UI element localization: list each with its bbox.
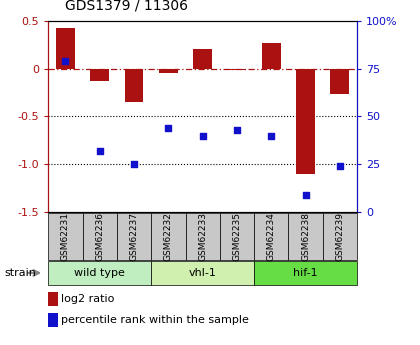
Text: strain: strain xyxy=(4,268,36,278)
Bar xyxy=(323,213,357,260)
Point xyxy=(200,133,206,138)
Point xyxy=(62,58,69,64)
Point xyxy=(302,192,309,198)
Bar xyxy=(220,213,254,260)
Text: GSM62233: GSM62233 xyxy=(198,212,207,261)
Point xyxy=(336,164,343,169)
Bar xyxy=(159,69,178,73)
Text: vhl-1: vhl-1 xyxy=(189,268,217,278)
Bar xyxy=(262,43,281,69)
Text: GSM62234: GSM62234 xyxy=(267,212,276,261)
Bar xyxy=(48,213,83,260)
Bar xyxy=(228,69,247,70)
Text: GSM62239: GSM62239 xyxy=(335,212,344,261)
Text: GSM62235: GSM62235 xyxy=(232,212,241,261)
Bar xyxy=(48,261,151,285)
Text: hif-1: hif-1 xyxy=(293,268,318,278)
Point xyxy=(131,161,137,167)
Text: GSM62237: GSM62237 xyxy=(129,212,139,261)
Point xyxy=(234,127,240,132)
Bar xyxy=(90,69,109,81)
Text: GSM62236: GSM62236 xyxy=(95,212,104,261)
Point xyxy=(268,133,275,138)
Text: GSM62238: GSM62238 xyxy=(301,212,310,261)
Text: wild type: wild type xyxy=(74,268,125,278)
Bar xyxy=(151,213,186,260)
Text: GDS1379 / 11306: GDS1379 / 11306 xyxy=(65,0,188,12)
Text: percentile rank within the sample: percentile rank within the sample xyxy=(61,315,249,325)
Bar xyxy=(254,261,357,285)
Bar xyxy=(193,49,212,69)
Bar xyxy=(117,213,151,260)
Bar xyxy=(48,292,58,306)
Point xyxy=(165,125,172,131)
Text: GSM62231: GSM62231 xyxy=(61,212,70,261)
Point xyxy=(97,148,103,154)
Bar xyxy=(289,213,323,260)
Bar xyxy=(151,261,254,285)
Bar xyxy=(48,313,58,327)
Bar xyxy=(186,213,220,260)
Bar xyxy=(56,28,75,69)
Text: log2 ratio: log2 ratio xyxy=(61,294,115,304)
Bar xyxy=(296,69,315,174)
Bar xyxy=(83,213,117,260)
Text: GSM62232: GSM62232 xyxy=(164,212,173,261)
Bar xyxy=(125,69,144,102)
Bar xyxy=(254,213,289,260)
Bar xyxy=(331,69,349,95)
